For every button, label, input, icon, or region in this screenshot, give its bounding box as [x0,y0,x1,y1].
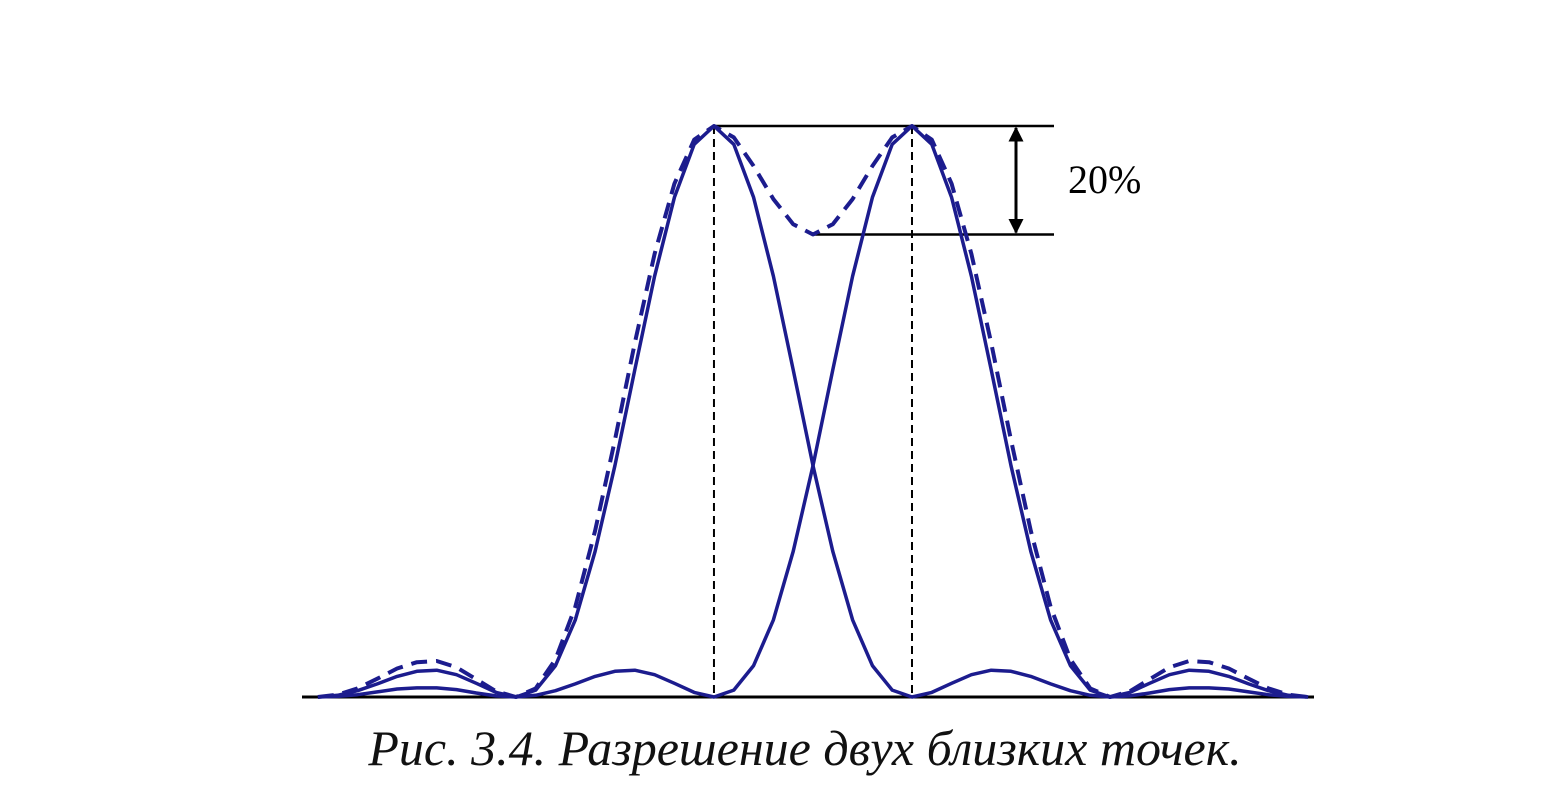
sum-curve [317,124,1309,699]
caption: Рис. 3.4. Разрешение двух близких точек. [367,720,1241,776]
point-curve [317,124,1309,699]
point-curve [317,124,1309,699]
dip-annotation: 20% [1068,157,1141,202]
